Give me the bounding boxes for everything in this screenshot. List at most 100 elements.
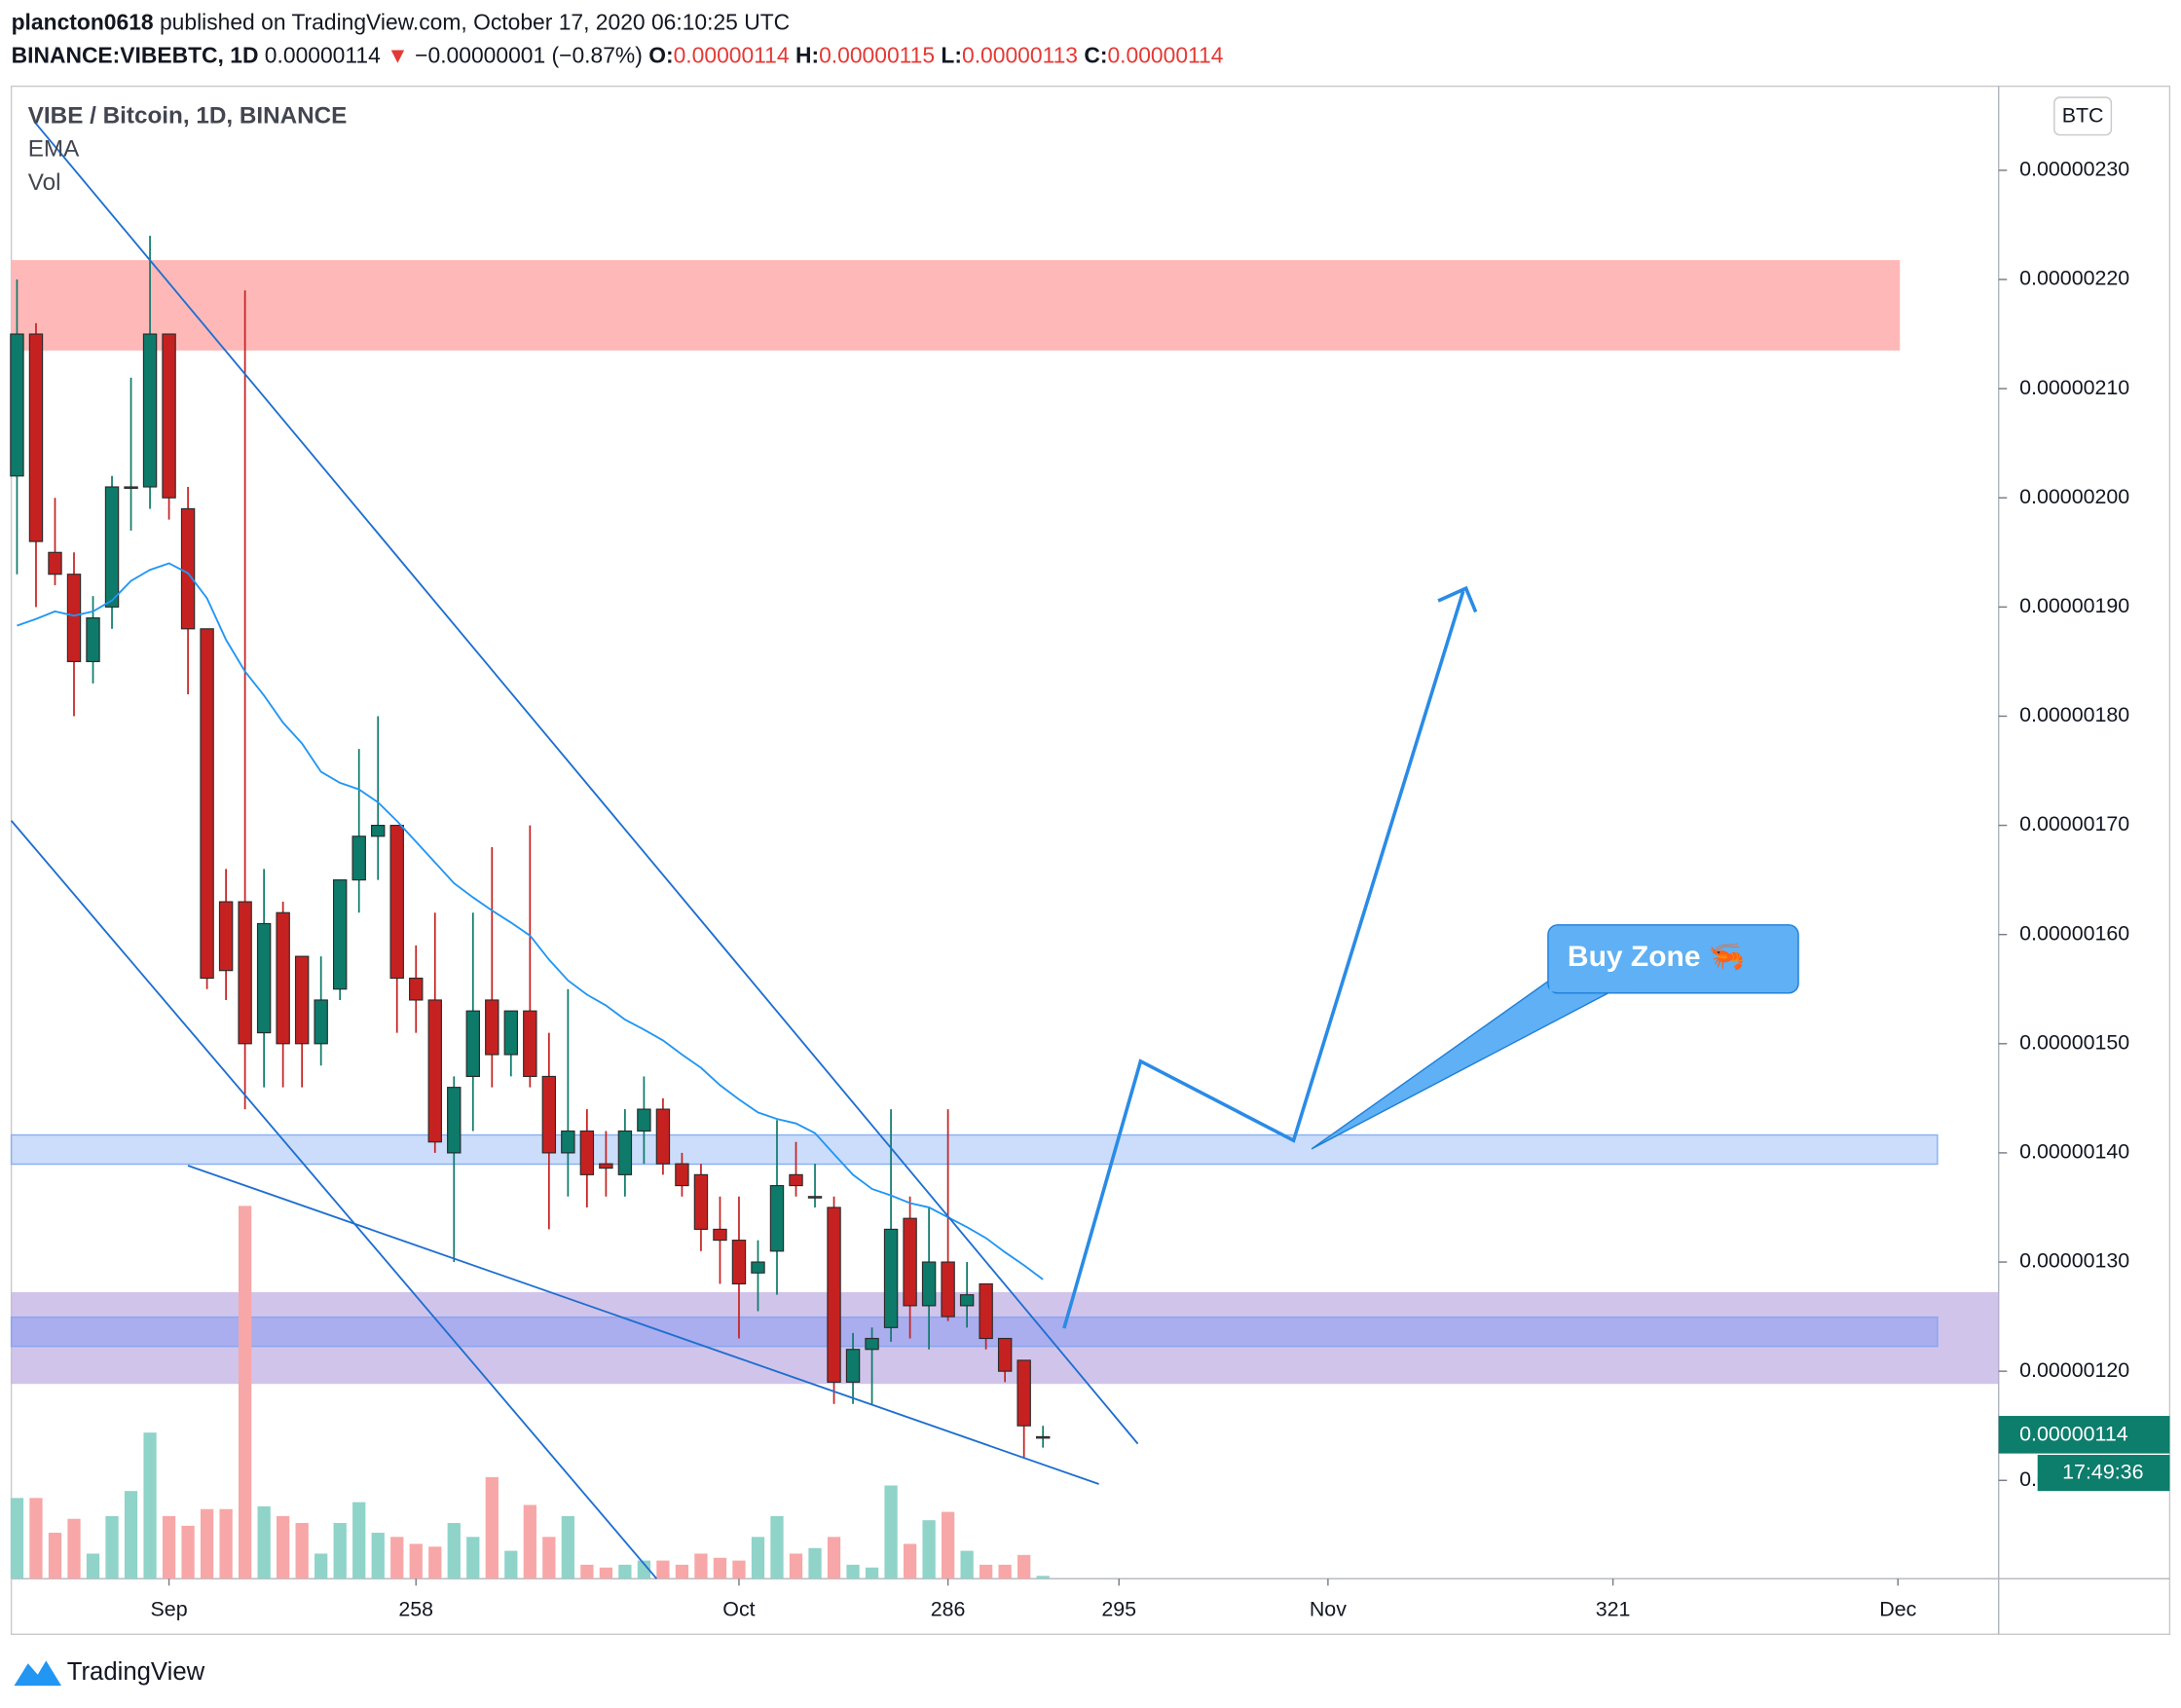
y-tick-label: 0.00000130 — [2019, 1249, 2129, 1273]
volume-bar — [485, 1476, 499, 1579]
volume-bar — [200, 1508, 214, 1579]
y-tick-label: 0.00000200 — [2019, 485, 2129, 508]
candle-body — [579, 1130, 595, 1175]
volume-bar — [789, 1553, 803, 1579]
candle-body — [389, 825, 404, 980]
volume-layer — [10, 1206, 1050, 1579]
volume-bar — [352, 1502, 366, 1579]
volume-bar — [903, 1543, 917, 1579]
volume-bar — [846, 1564, 860, 1579]
currency-button[interactable] — [2053, 96, 2113, 136]
currency[interactable]: BTC — [2062, 104, 2104, 128]
candle-body — [693, 1173, 709, 1230]
volume-bar — [371, 1533, 385, 1579]
vol-legend: Vol — [28, 169, 61, 196]
blue-zone-inner — [10, 1316, 1939, 1348]
volume-bar — [181, 1525, 195, 1579]
logo — [14, 1660, 62, 1687]
volume-bar — [941, 1511, 955, 1579]
volume-bar — [295, 1523, 309, 1579]
candle-body — [617, 1130, 633, 1175]
y-tick-label: 0.00000190 — [2019, 594, 2129, 617]
y-tick-label: 0.00000160 — [2019, 921, 2129, 945]
candle-body — [351, 835, 366, 881]
callout-joint — [1549, 959, 1634, 992]
candle-body — [713, 1228, 727, 1242]
y-tick-label: 0.00000150 — [2019, 1030, 2129, 1054]
candle-body — [541, 1075, 557, 1154]
candle-body — [789, 1173, 803, 1187]
candle-body — [371, 825, 386, 837]
volume-bar — [48, 1533, 62, 1579]
volume-bar — [333, 1523, 347, 1579]
volume-bar — [732, 1560, 746, 1579]
candle-body — [883, 1228, 899, 1328]
volume-bar — [1017, 1554, 1031, 1579]
volume-bar — [656, 1560, 670, 1579]
c-label: C: — [1084, 43, 1107, 68]
candle-body — [332, 879, 348, 990]
y-tick-label: 0.00000170 — [2019, 812, 2129, 835]
volume-bar — [960, 1550, 974, 1579]
candle-body — [979, 1282, 993, 1340]
volume-bar — [466, 1537, 480, 1579]
candle-body — [66, 574, 82, 662]
candle-body — [959, 1294, 975, 1307]
projection-path — [1062, 590, 1465, 1329]
candle-body — [447, 1087, 462, 1154]
volume-bar — [827, 1537, 841, 1579]
trend-line — [187, 1165, 1099, 1485]
last-price-box — [1998, 1416, 2170, 1454]
candle-body — [276, 911, 290, 1045]
volume-bar — [770, 1515, 784, 1579]
volume-bar — [980, 1564, 993, 1579]
volume-bar — [162, 1515, 176, 1579]
candle-body — [465, 1010, 480, 1078]
volume-bar — [219, 1508, 233, 1579]
candle-body — [807, 1196, 823, 1199]
x-tick-label: 295 — [1101, 1598, 1136, 1621]
candle-body — [903, 1217, 917, 1307]
h: 0.00000115 — [819, 43, 935, 68]
candle-body — [218, 901, 234, 972]
volume-bar — [447, 1523, 461, 1579]
candle-body — [1017, 1359, 1031, 1427]
candle-body — [294, 955, 310, 1045]
candle-body — [409, 977, 424, 1001]
candle-body — [238, 901, 252, 1045]
candle-body — [427, 999, 442, 1143]
candle-body — [599, 1163, 613, 1170]
symbol-line: BINANCE:VIBEBTC, 1D 0.00000114 ▼ −0.0000… — [12, 43, 1224, 68]
published: published on TradingView.com, October 17… — [160, 9, 790, 34]
volume-bar — [808, 1547, 822, 1579]
volume-bar — [67, 1518, 81, 1579]
volume-bar — [105, 1515, 119, 1579]
axis-layer: 0.00000230 0.00000220 0.00000210 0.00000200… — [151, 158, 2130, 1621]
candle-body — [86, 616, 100, 662]
volume-bar — [523, 1504, 536, 1579]
volume-bar — [599, 1567, 613, 1579]
candle-body — [485, 999, 499, 1056]
volume-bar — [713, 1557, 727, 1579]
volume-bar — [86, 1553, 100, 1579]
ema-line — [17, 562, 1044, 1281]
trend-line — [34, 122, 1139, 1445]
candle-body — [731, 1240, 747, 1285]
candle-body — [10, 333, 24, 477]
trend-line — [10, 820, 658, 1579]
last: 0.00000114 — [265, 43, 381, 68]
candle-body — [142, 333, 158, 488]
candle-body — [637, 1108, 651, 1132]
candle-body — [675, 1163, 689, 1187]
volume-bar — [390, 1537, 404, 1579]
volume-bar — [998, 1564, 1012, 1579]
volume-bar — [618, 1564, 632, 1579]
candle-body — [997, 1337, 1013, 1372]
candle-body — [180, 507, 196, 630]
volume-bar — [29, 1498, 43, 1579]
symbol: BINANCE:VIBEBTC, 1D — [12, 43, 259, 68]
header-line: plancton0618 published on TradingView.co… — [12, 9, 791, 34]
x-tick-label: Sep — [151, 1598, 188, 1621]
volume-bar — [542, 1537, 556, 1579]
